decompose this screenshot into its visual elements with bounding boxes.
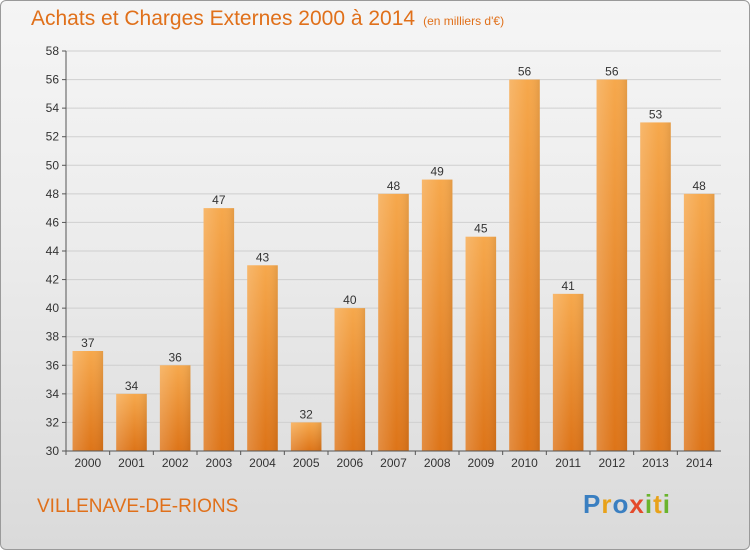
bar-value-label: 49 (430, 165, 444, 179)
bar-shade (465, 236, 497, 451)
y-tick-label: 44 (46, 244, 60, 258)
chart-title-text: Achats et Charges Externes 2000 à 2014 (31, 7, 416, 30)
x-tick-label: 2003 (205, 456, 232, 470)
bar-shade (640, 122, 671, 451)
bar-shade (72, 351, 104, 451)
y-tick-label: 38 (46, 330, 60, 344)
bar-shade (421, 179, 453, 452)
logo-letter: o (612, 489, 630, 519)
city-name: VILLENAVE-DE-RIONS (37, 496, 239, 517)
logo-letter: t (653, 489, 663, 519)
y-tick-label: 32 (46, 415, 60, 429)
y-tick-label: 54 (46, 101, 60, 115)
bar-shade (290, 422, 322, 451)
x-tick-label: 2006 (336, 456, 363, 470)
logo-letter: x (629, 489, 645, 519)
bar-shade (552, 293, 584, 451)
bar-shade (509, 79, 540, 452)
x-tick-label: 2009 (467, 456, 494, 470)
y-tick-label: 40 (46, 301, 60, 315)
x-tick-label: 2004 (249, 456, 276, 470)
x-tick-label: 2008 (424, 456, 451, 470)
bar-value-label: 36 (168, 350, 182, 364)
bar-value-label: 53 (649, 107, 663, 121)
x-tick-label: 2013 (642, 456, 669, 470)
logo-letter: r (601, 489, 613, 519)
y-tick-label: 46 (46, 215, 60, 229)
bar-value-label: 47 (212, 193, 226, 207)
y-tick-label: 52 (46, 130, 60, 144)
y-tick-label: 56 (46, 73, 60, 87)
x-tick-label: 2001 (118, 456, 145, 470)
logo-letter: P (583, 489, 602, 519)
bar-value-label: 32 (299, 407, 313, 421)
bar-shade (203, 208, 235, 451)
y-tick-label: 36 (46, 358, 60, 372)
bar-shade (378, 193, 409, 451)
y-tick-label: 48 (46, 187, 60, 201)
y-tick-label: 34 (46, 387, 60, 401)
x-tick-label: 2002 (162, 456, 189, 470)
bar-shade (159, 365, 191, 451)
x-tick-label: 2014 (686, 456, 713, 470)
x-tick-label: 2012 (598, 456, 625, 470)
bar-value-label: 48 (692, 179, 706, 193)
logo-letter: i (644, 489, 654, 519)
bar-shade (334, 308, 366, 451)
bar-value-label: 48 (387, 179, 401, 193)
x-tick-label: 2000 (74, 456, 101, 470)
y-tick-label: 58 (46, 44, 60, 58)
y-axis: 30 32 34 36 38 40 42 44 46 48 50 52 54 56 58 (46, 44, 67, 458)
bar-shade (683, 193, 715, 451)
bar-value-label: 37 (81, 336, 95, 350)
y-tick-label: 42 (46, 273, 60, 287)
bar-value-label: 41 (561, 279, 575, 293)
x-tick-label: 2010 (511, 456, 538, 470)
logo-letter: i (662, 489, 671, 519)
proxiti-logo: Proxiti (583, 489, 671, 520)
x-tick-label: 2005 (293, 456, 320, 470)
bar-shade (596, 79, 628, 452)
chart-title: Achats et Charges Externes 2000 à 2014 (e… (31, 7, 504, 31)
bar-shade (116, 393, 147, 451)
bar-value-label: 40 (343, 293, 357, 307)
y-tick-label: 30 (46, 444, 60, 458)
x-tick-label: 2011 (555, 456, 581, 470)
bars: 37 34 36 47 43 32 40 48 49 45 56 41 56 53 48 (72, 65, 715, 452)
unit-note: (en milliers d'€) (423, 14, 505, 28)
x-tick-label: 2007 (380, 456, 407, 470)
bar-value-label: 34 (125, 379, 139, 393)
bar-value-label: 43 (256, 250, 270, 264)
y-tick-label: 50 (46, 158, 60, 172)
bar-value-label: 56 (605, 65, 619, 79)
bar-value-label: 56 (518, 65, 532, 79)
bar-shade (247, 265, 278, 451)
bar-value-label: 45 (474, 222, 488, 236)
x-axis: 2000 2001 2002 2003 2004 2005 2006 2007 2008 2009… (65, 450, 721, 470)
